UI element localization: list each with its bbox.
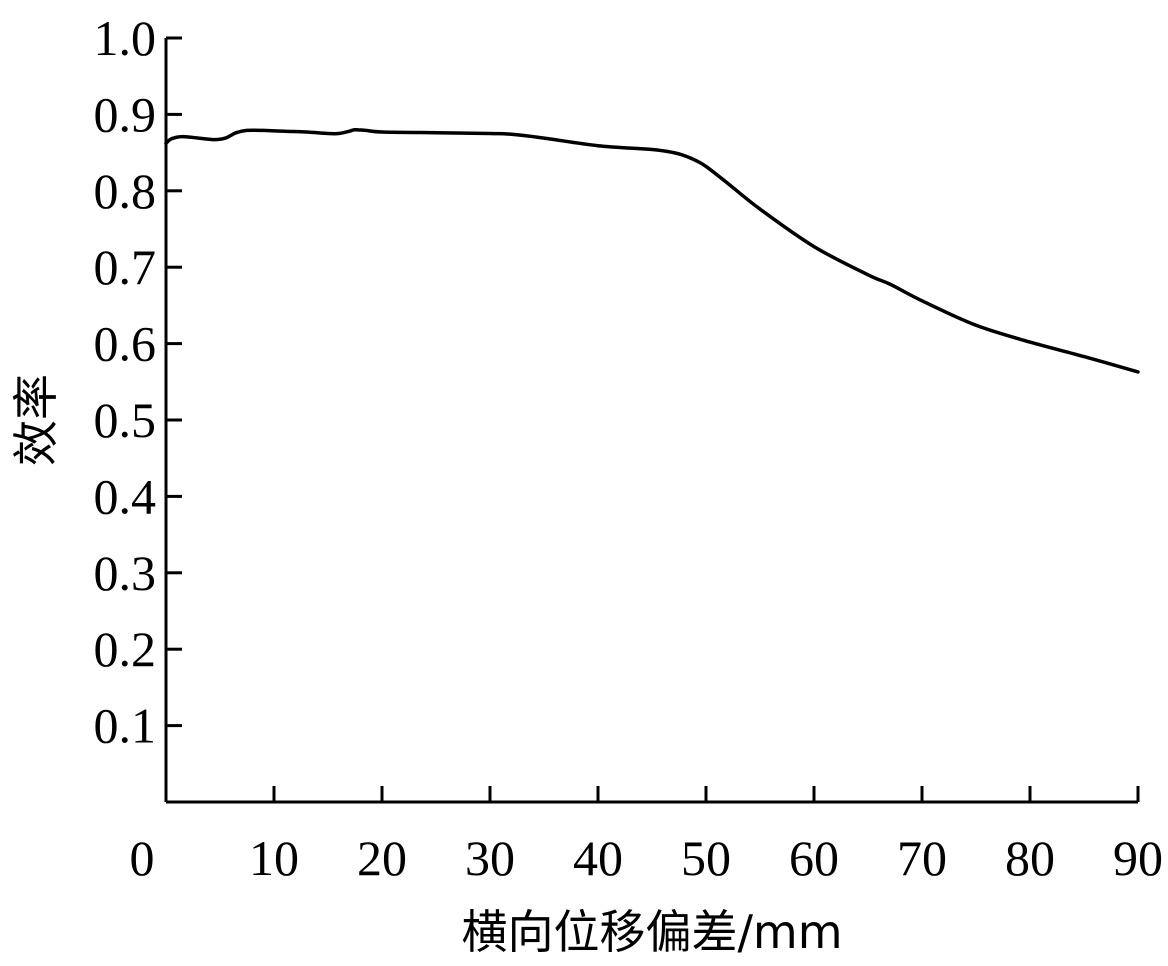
y-tick-label: 0.4 xyxy=(94,468,157,524)
x-tick-label: 30 xyxy=(465,830,515,886)
y-tick-label: 0.6 xyxy=(94,316,157,372)
series-layer xyxy=(164,127,1140,374)
x-tick-label: 80 xyxy=(1005,830,1055,886)
y-tick-label: 0.2 xyxy=(94,621,157,677)
x-tick-label: 20 xyxy=(357,830,407,886)
x-tick-label: 0 xyxy=(130,830,155,886)
y-tick-label: 0.8 xyxy=(94,163,157,219)
y-tick-label: 0.3 xyxy=(94,545,157,601)
x-axis-tick-labels: 0 10 20 30 40 50 60 70 80 90 xyxy=(130,830,1164,886)
x-tick-label: 90 xyxy=(1113,830,1163,886)
y-axis-tick-labels: 0.1 0.2 0.3 0.4 0.5 0.6 0.7 0.8 0.9 1.0 xyxy=(94,10,157,754)
x-tick-label: 60 xyxy=(789,830,839,886)
x-axis-ticks xyxy=(272,786,1140,802)
x-tick-label: 70 xyxy=(897,830,947,886)
y-tick-label: 0.9 xyxy=(94,86,157,142)
y-tick-label: 0.7 xyxy=(94,239,157,295)
y-tick-label: 0.1 xyxy=(94,698,157,754)
y-axis-title: 效率 xyxy=(9,374,63,466)
y-tick-label: 1.0 xyxy=(94,10,157,66)
y-axis-ticks xyxy=(166,36,182,728)
x-axis-title: 横向位移偏差/mm xyxy=(461,905,842,959)
y-tick-label: 0.5 xyxy=(94,392,157,448)
x-tick-label: 50 xyxy=(681,830,731,886)
x-tick-label: 40 xyxy=(573,830,623,886)
efficiency-series-line xyxy=(164,127,1140,374)
x-tick-label: 10 xyxy=(249,830,299,886)
